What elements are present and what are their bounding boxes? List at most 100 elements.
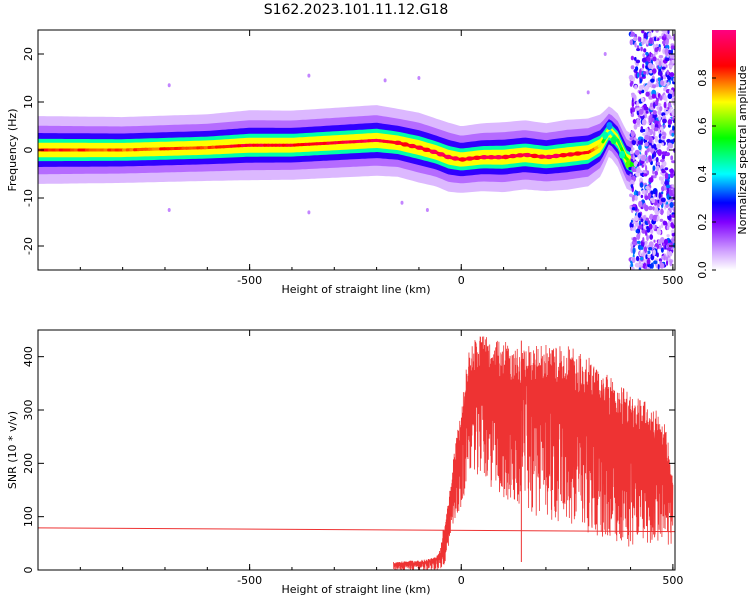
noise-speck [661, 151, 666, 156]
noise-speck [656, 228, 660, 232]
noise-speck [630, 227, 634, 231]
noise-speck [666, 138, 671, 144]
noise-speck [672, 242, 675, 248]
noise-speck [634, 149, 640, 156]
noise-speck [651, 93, 656, 99]
noise-speck [660, 237, 665, 243]
noise-speck [643, 106, 649, 111]
noise-speck [647, 56, 651, 63]
noise-speck [666, 69, 670, 76]
noise-speck [665, 44, 670, 50]
noise-speck [640, 138, 644, 146]
noise-speck [663, 33, 666, 38]
ridge-peak [544, 154, 553, 160]
noise-speck [652, 110, 657, 115]
noise-speck [649, 263, 653, 269]
noise-speck [629, 179, 635, 187]
isolated-speck [167, 83, 171, 88]
noise-speck [659, 218, 664, 222]
noise-speck [661, 66, 666, 70]
noise-speck [655, 165, 660, 172]
noise-speck [629, 150, 634, 154]
noise-speck [671, 109, 675, 117]
noise-speck [647, 62, 653, 69]
noise-speck [672, 91, 675, 96]
noise-speck [658, 60, 662, 68]
noise-speck [650, 78, 655, 83]
ridge-peak [401, 142, 409, 147]
snr-ytick-label: 200 [22, 453, 35, 474]
ridge-peak [516, 153, 525, 158]
noise-speck [639, 182, 644, 188]
noise-speck [655, 205, 658, 209]
noise-speck [640, 246, 644, 250]
colorbar-tick-label: 0.2 [696, 213, 709, 231]
ridge-peak [465, 156, 474, 161]
noise-speck [662, 135, 666, 139]
noise-speck [657, 215, 660, 221]
noise-speck [662, 118, 667, 124]
isolated-speck [400, 200, 404, 205]
spectrogram-ytick-label: 10 [22, 95, 35, 109]
noise-speck [655, 30, 659, 33]
noise-speck [670, 155, 674, 161]
noise-speck [667, 34, 672, 40]
noise-speck [638, 108, 644, 115]
noise-speck [630, 266, 635, 270]
noise-speck [653, 260, 658, 265]
noise-speck [658, 46, 661, 52]
noise-speck [655, 156, 659, 163]
noise-speck [657, 77, 661, 82]
noise-speck [661, 176, 665, 180]
noise-speck [660, 179, 664, 185]
ridge-peak [566, 152, 575, 157]
snr-ytick-label: 0 [22, 567, 35, 574]
noise-speck [629, 81, 633, 87]
noise-speck [655, 59, 660, 66]
noise-speck [635, 206, 638, 211]
ridge-peak [458, 157, 467, 162]
noise-speck [652, 224, 656, 230]
noise-speck [646, 258, 651, 265]
ridge-peak [501, 154, 510, 160]
isolated-speck [307, 73, 311, 78]
noise-speck [671, 214, 675, 218]
noise-speck [663, 80, 666, 86]
noise-speck [661, 30, 666, 33]
isolated-speck [425, 208, 429, 212]
noise-speck [632, 119, 637, 124]
colorbar-tick-label: 0.0 [696, 261, 709, 279]
noise-speck [636, 166, 641, 174]
noise-speck [657, 264, 660, 270]
snr-xtick-label: 0 [458, 574, 465, 587]
noise-speck [642, 173, 648, 177]
noise-speck [633, 191, 637, 196]
noise-speck [634, 41, 637, 48]
noise-speck [631, 147, 635, 151]
ridge-peak [573, 151, 582, 156]
noise-speck [650, 117, 655, 122]
noise-speck [658, 115, 661, 121]
isolated-speck [383, 78, 387, 83]
noise-speck [656, 143, 661, 149]
noise-speck [653, 130, 656, 137]
noise-speck [661, 222, 664, 229]
snr-series-line [393, 336, 674, 570]
isolated-speck [307, 210, 311, 215]
noise-speck [667, 214, 672, 221]
noise-speck [629, 136, 635, 141]
noise-speck [634, 56, 637, 61]
noise-speck [661, 185, 665, 192]
noise-speck [663, 124, 666, 128]
noise-speck [648, 205, 653, 211]
noise-speck [634, 215, 639, 222]
noise-speck [640, 46, 643, 52]
noise-speck [632, 36, 638, 42]
noise-speck [646, 234, 649, 241]
ridge-peak [508, 153, 517, 159]
snr-frame [37, 329, 676, 571]
isolated-speck [417, 76, 421, 80]
noise-speck [653, 127, 659, 132]
ridge-peak [552, 153, 561, 159]
